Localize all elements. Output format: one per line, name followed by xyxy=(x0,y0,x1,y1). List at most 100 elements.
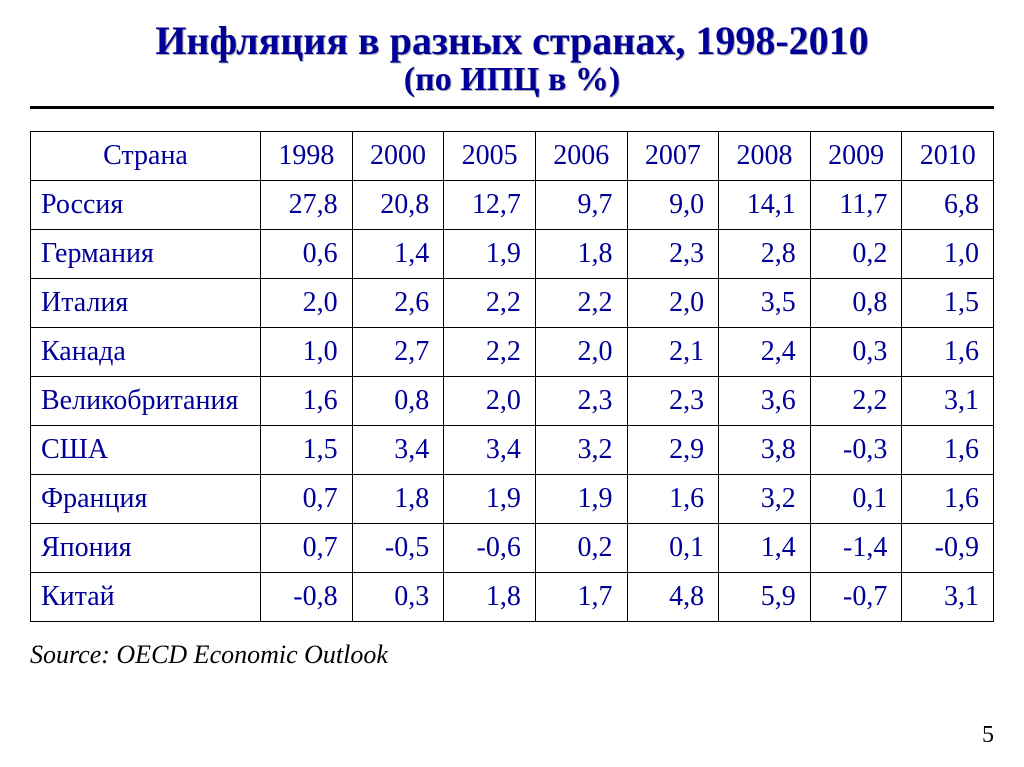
value-cell: 2,2 xyxy=(444,278,536,327)
slide-title: Инфляция в разных странах, 1998-2010 (по… xyxy=(30,20,994,98)
value-cell: 1,9 xyxy=(535,474,627,523)
value-cell: 6,8 xyxy=(902,180,994,229)
value-cell: -0,3 xyxy=(810,425,902,474)
value-cell: 2,2 xyxy=(444,327,536,376)
value-cell: 2,0 xyxy=(627,278,719,327)
value-cell: 27,8 xyxy=(261,180,353,229)
value-cell: 3,4 xyxy=(444,425,536,474)
header-country: Страна xyxy=(31,131,261,180)
source-text: OECD Economic Outlook xyxy=(116,640,388,669)
value-cell: 3,5 xyxy=(719,278,811,327)
value-cell: 0,1 xyxy=(810,474,902,523)
value-cell: 2,1 xyxy=(627,327,719,376)
value-cell: 2,0 xyxy=(444,376,536,425)
value-cell: 12,7 xyxy=(444,180,536,229)
value-cell: -0,9 xyxy=(902,523,994,572)
value-cell: 1,8 xyxy=(444,572,536,621)
value-cell: 3,4 xyxy=(352,425,444,474)
country-cell: Канада xyxy=(31,327,261,376)
value-cell: 1,8 xyxy=(352,474,444,523)
country-cell: Япония xyxy=(31,523,261,572)
value-cell: 1,6 xyxy=(902,474,994,523)
value-cell: 9,7 xyxy=(535,180,627,229)
value-cell: 1,4 xyxy=(719,523,811,572)
country-cell: США xyxy=(31,425,261,474)
table-row: Германия0,61,41,91,82,32,80,21,0 xyxy=(31,229,994,278)
value-cell: 1,7 xyxy=(535,572,627,621)
value-cell: 9,0 xyxy=(627,180,719,229)
value-cell: 1,4 xyxy=(352,229,444,278)
value-cell: 11,7 xyxy=(810,180,902,229)
value-cell: 0,3 xyxy=(352,572,444,621)
header-year: 2009 xyxy=(810,131,902,180)
value-cell: 2,3 xyxy=(627,229,719,278)
country-cell: Великобритания xyxy=(31,376,261,425)
value-cell: 0,6 xyxy=(261,229,353,278)
value-cell: 0,8 xyxy=(352,376,444,425)
value-cell: 0,2 xyxy=(810,229,902,278)
value-cell: 0,7 xyxy=(261,523,353,572)
value-cell: -0,7 xyxy=(810,572,902,621)
value-cell: 2,0 xyxy=(261,278,353,327)
value-cell: 2,2 xyxy=(535,278,627,327)
value-cell: 3,1 xyxy=(902,572,994,621)
value-cell: 1,6 xyxy=(902,327,994,376)
header-year: 2005 xyxy=(444,131,536,180)
value-cell: 1,8 xyxy=(535,229,627,278)
value-cell: 1,5 xyxy=(902,278,994,327)
country-cell: Франция xyxy=(31,474,261,523)
country-cell: Германия xyxy=(31,229,261,278)
header-year: 2010 xyxy=(902,131,994,180)
value-cell: 20,8 xyxy=(352,180,444,229)
value-cell: 0,1 xyxy=(627,523,719,572)
value-cell: 0,7 xyxy=(261,474,353,523)
header-year: 2000 xyxy=(352,131,444,180)
value-cell: 2,9 xyxy=(627,425,719,474)
table-row: Япония0,7-0,5-0,60,20,11,4-1,4-0,9 xyxy=(31,523,994,572)
value-cell: 1,6 xyxy=(261,376,353,425)
source-label: Source xyxy=(30,640,101,669)
value-cell: 3,2 xyxy=(535,425,627,474)
header-year: 2008 xyxy=(719,131,811,180)
page-number: 5 xyxy=(982,722,994,749)
table-row: Великобритания1,60,82,02,32,33,62,23,1 xyxy=(31,376,994,425)
value-cell: 2,8 xyxy=(719,229,811,278)
value-cell: 2,0 xyxy=(535,327,627,376)
value-cell: 2,7 xyxy=(352,327,444,376)
table-row: США1,53,43,43,22,93,8-0,31,6 xyxy=(31,425,994,474)
value-cell: 3,1 xyxy=(902,376,994,425)
value-cell: 2,6 xyxy=(352,278,444,327)
value-cell: 2,2 xyxy=(810,376,902,425)
value-cell: 2,3 xyxy=(535,376,627,425)
value-cell: 3,2 xyxy=(719,474,811,523)
table-row: Франция0,71,81,91,91,63,20,11,6 xyxy=(31,474,994,523)
value-cell: 1,0 xyxy=(261,327,353,376)
country-cell: Италия xyxy=(31,278,261,327)
value-cell: 0,3 xyxy=(810,327,902,376)
table-row: Китай-0,80,31,81,74,85,9-0,73,1 xyxy=(31,572,994,621)
value-cell: 5,9 xyxy=(719,572,811,621)
title-line-2: (по ИПЦ в %) xyxy=(30,62,994,98)
table-row: Италия2,02,62,22,22,03,50,81,5 xyxy=(31,278,994,327)
header-year: 1998 xyxy=(261,131,353,180)
value-cell: 1,9 xyxy=(444,229,536,278)
title-separator xyxy=(30,106,994,109)
value-cell: 1,6 xyxy=(902,425,994,474)
header-year: 2006 xyxy=(535,131,627,180)
value-cell: 1,0 xyxy=(902,229,994,278)
country-cell: Россия xyxy=(31,180,261,229)
value-cell: 4,8 xyxy=(627,572,719,621)
value-cell: 0,8 xyxy=(810,278,902,327)
value-cell: 3,8 xyxy=(719,425,811,474)
table-row: Россия27,820,812,79,79,014,111,76,8 xyxy=(31,180,994,229)
header-year: 2007 xyxy=(627,131,719,180)
value-cell: -0,8 xyxy=(261,572,353,621)
value-cell: 3,6 xyxy=(719,376,811,425)
value-cell: -0,6 xyxy=(444,523,536,572)
value-cell: 2,3 xyxy=(627,376,719,425)
value-cell: 1,6 xyxy=(627,474,719,523)
value-cell: 2,4 xyxy=(719,327,811,376)
title-line-1: Инфляция в разных странах, 1998-2010 xyxy=(30,20,994,62)
country-cell: Китай xyxy=(31,572,261,621)
table-row: Канада1,02,72,22,02,12,40,31,6 xyxy=(31,327,994,376)
